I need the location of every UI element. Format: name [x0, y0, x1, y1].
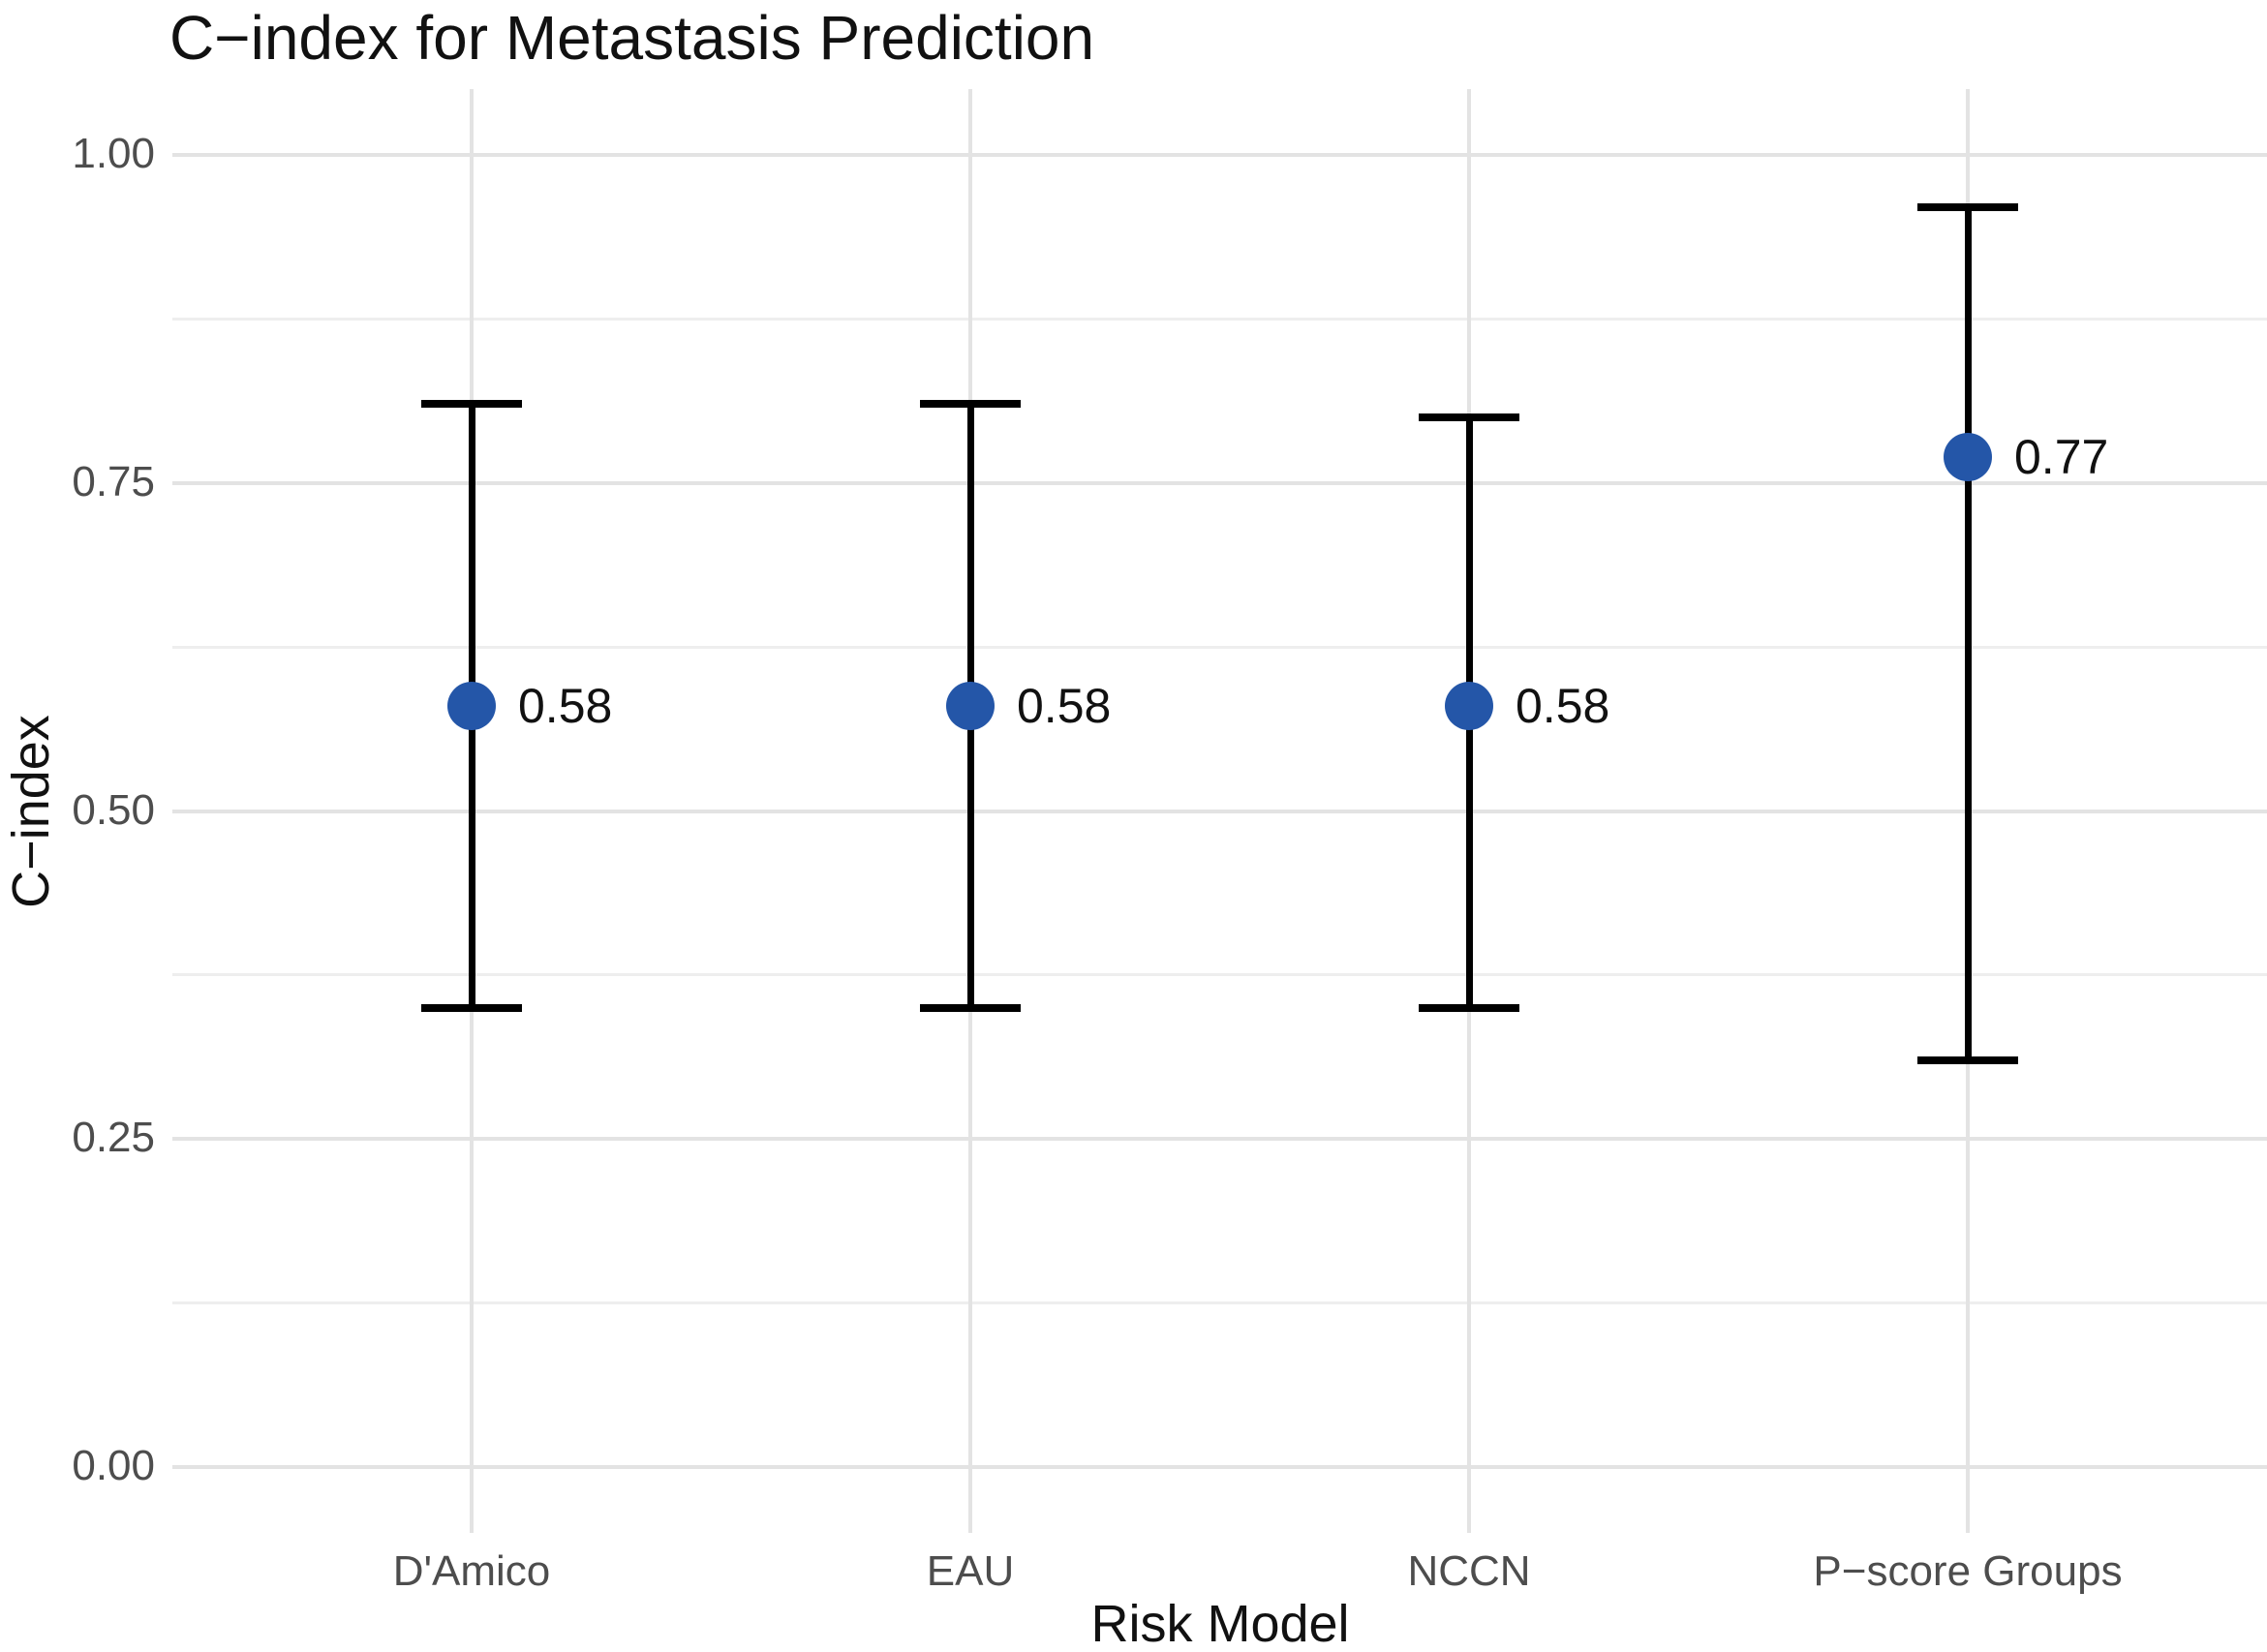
errorbar-cap-lower	[1419, 1003, 1519, 1012]
y-minor-gridline	[172, 317, 2267, 321]
point-value-label: 0.58	[1516, 679, 1610, 734]
x-axis-title: Risk Model	[1090, 1595, 1350, 1652]
y-minor-gridline	[172, 645, 2267, 649]
errorbar-cap-lower	[1917, 1055, 2018, 1064]
data-point	[946, 682, 995, 731]
y-major-gridline	[172, 809, 2267, 813]
errorbar-cap-lower	[920, 1003, 1021, 1012]
chart-title: C−index for Metastasis Prediction	[169, 3, 1095, 73]
y-minor-gridline	[172, 973, 2267, 977]
errorbar-cap-upper	[920, 400, 1021, 409]
y-major-gridline	[172, 153, 2267, 157]
errorbar-cap-lower	[421, 1003, 522, 1012]
y-axis-tick-label: 0.75	[72, 457, 155, 505]
y-major-gridline	[172, 1465, 2267, 1469]
data-point	[1445, 682, 1493, 731]
x-axis-tick-label: D'Amico	[392, 1547, 551, 1595]
y-axis-tick-label: 0.25	[72, 1114, 155, 1162]
point-value-label: 0.58	[518, 679, 613, 734]
errorbar-line	[1964, 207, 1972, 1060]
x-axis-tick-label: P−score Groups	[1813, 1547, 2123, 1595]
point-value-label: 0.77	[2014, 429, 2109, 484]
y-axis-title: C−index	[2, 715, 60, 908]
y-minor-gridline	[172, 1301, 2267, 1305]
x-axis-tick-label: EAU	[926, 1547, 1015, 1595]
y-axis-tick-label: 0.00	[72, 1442, 155, 1489]
errorbar-cap-upper	[421, 400, 522, 409]
data-point	[1944, 432, 1992, 481]
errorbar-cap-upper	[1917, 203, 2018, 212]
y-axis-tick-label: 1.00	[72, 130, 155, 177]
y-major-gridline	[172, 1137, 2267, 1142]
x-axis-tick-label: NCCN	[1407, 1547, 1531, 1595]
errorbar-cap-upper	[1419, 413, 1519, 421]
y-axis-tick-label: 0.50	[72, 785, 155, 834]
data-point	[447, 682, 496, 731]
point-value-label: 0.58	[1017, 679, 1112, 734]
y-major-gridline	[172, 480, 2267, 485]
